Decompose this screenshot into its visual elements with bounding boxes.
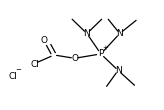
Text: P: P [98,49,103,58]
Text: −: − [15,67,21,73]
Text: Cl: Cl [9,72,18,81]
Text: Cl: Cl [30,60,39,69]
Text: O: O [41,36,48,45]
Text: N: N [115,66,122,75]
Text: +: + [102,45,108,51]
Text: N: N [116,29,123,38]
Text: N: N [83,29,90,38]
Text: O: O [71,54,78,63]
